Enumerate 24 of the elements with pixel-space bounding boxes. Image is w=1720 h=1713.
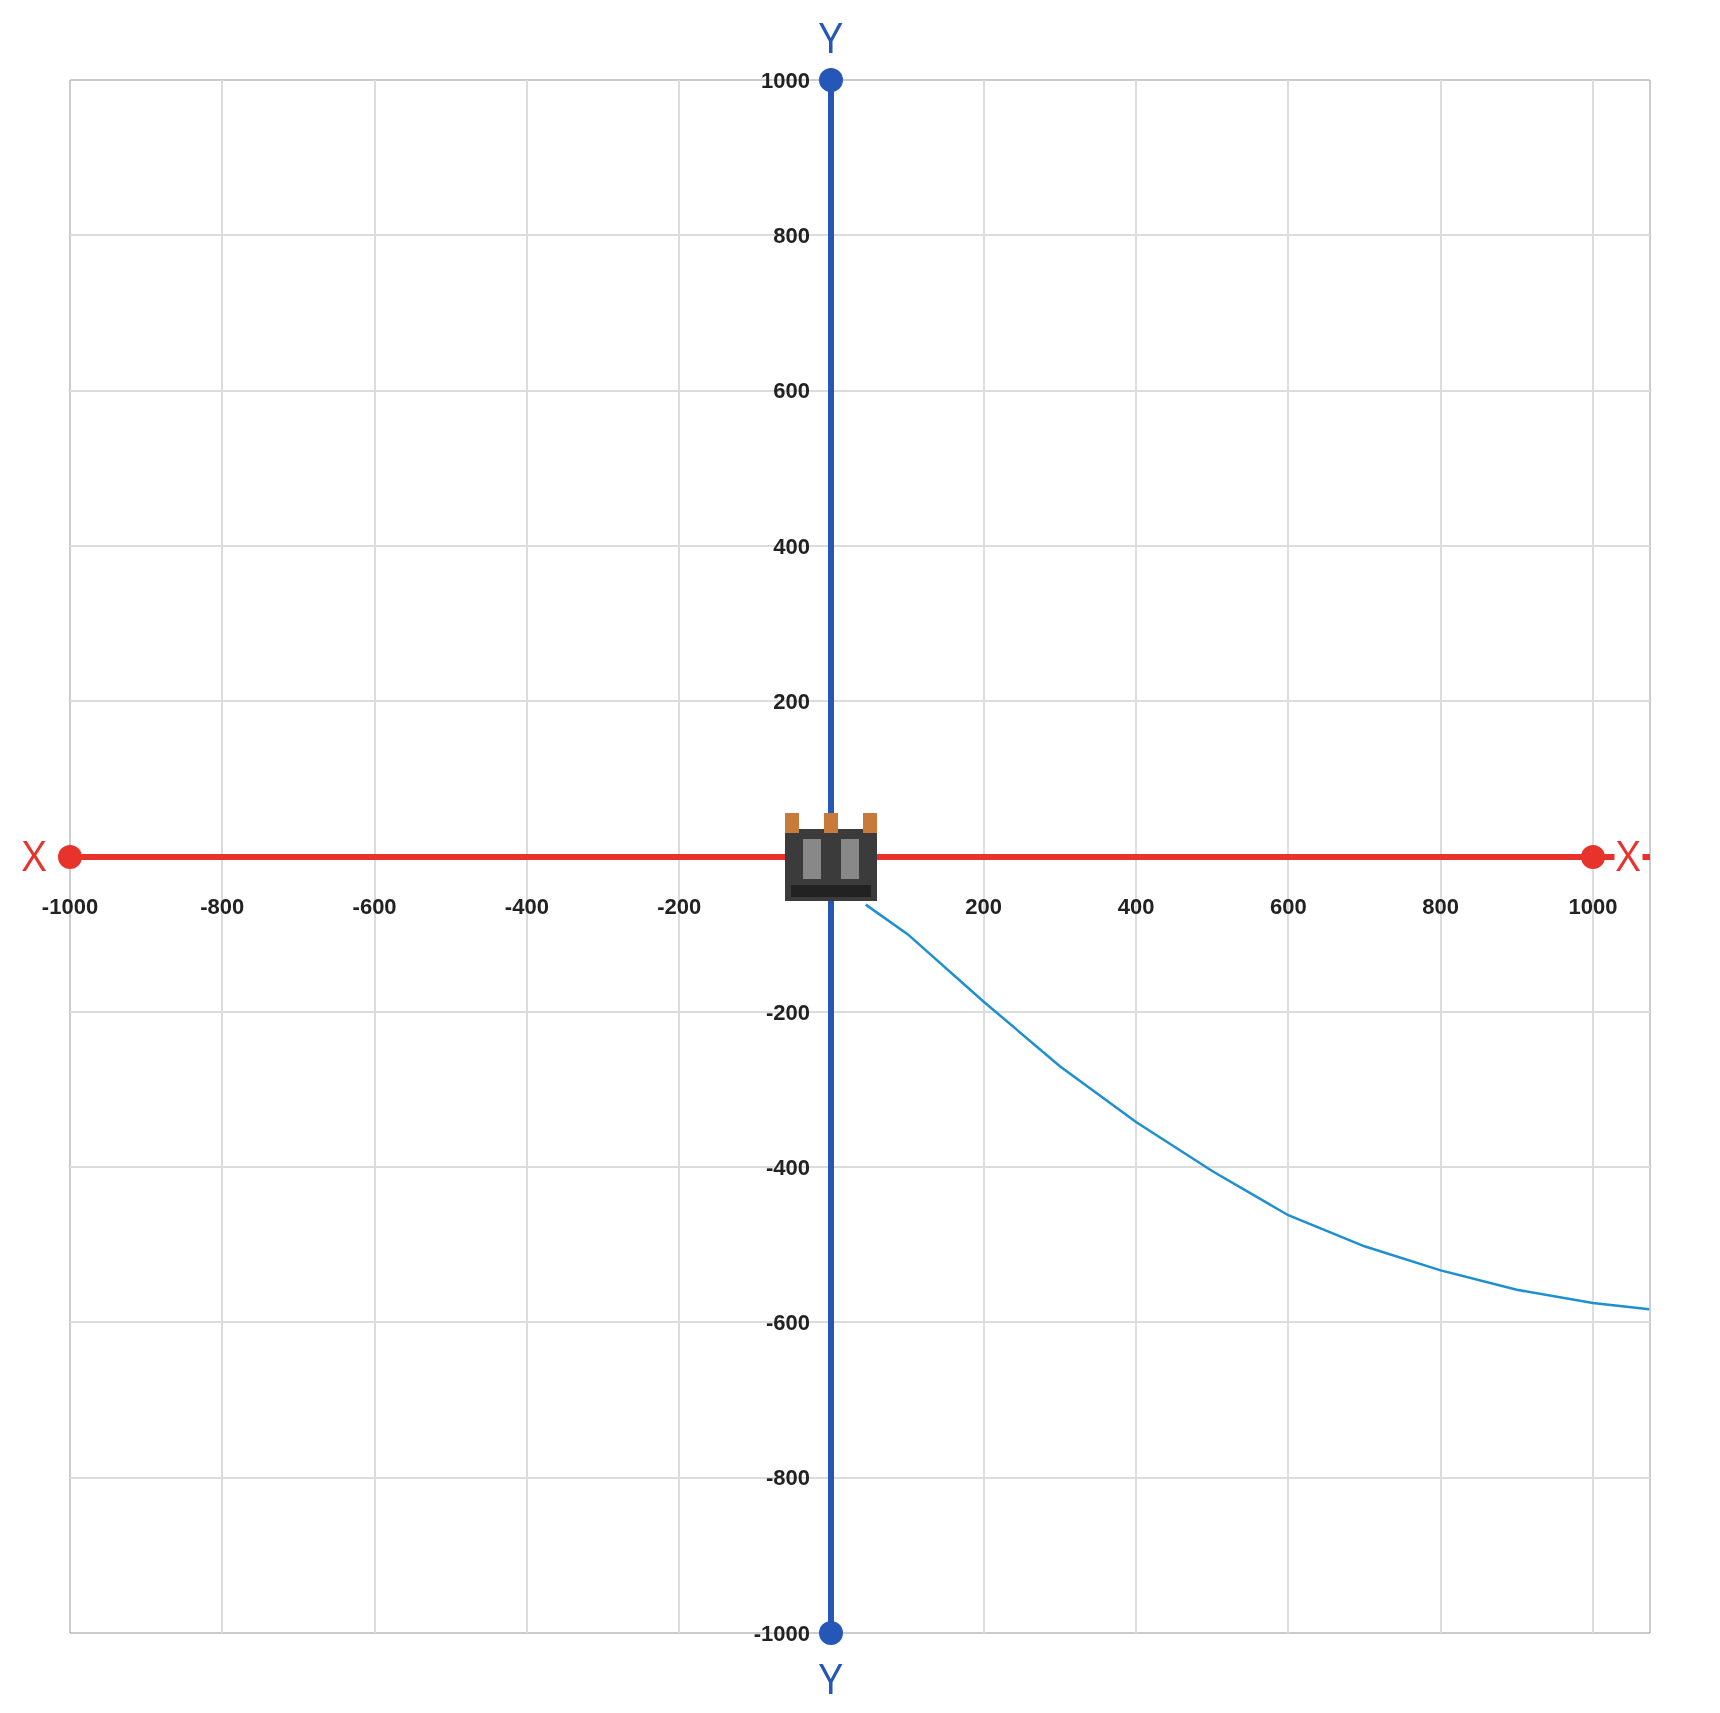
x-tick-label: -1000 [41, 893, 99, 919]
y-tick-label: -1000 [753, 1620, 811, 1646]
x-tick-label: 400 [1117, 893, 1155, 919]
y-tick-label: 200 [773, 688, 811, 714]
x-tick-label: -800 [200, 893, 245, 919]
x-tick-label: -200 [657, 893, 702, 919]
y-axis-title: Y [819, 8, 843, 65]
x-tick-label: 600 [1269, 893, 1307, 919]
y-tick-label: -200 [766, 999, 811, 1025]
x-tick-label: 1000 [1568, 893, 1618, 919]
x-axis-title: X [1616, 826, 1641, 883]
y-tick-label: -800 [766, 1465, 811, 1491]
x-tick-label: -400 [504, 893, 549, 919]
y-tick-label: 800 [773, 223, 811, 248]
x-tick-label: 200 [965, 893, 1003, 919]
x-tick-label: 800 [1422, 893, 1459, 919]
y-tick-label: 1000 [761, 67, 811, 93]
y-tick-label: 400 [773, 533, 811, 559]
y-tick-label: -600 [766, 1310, 811, 1336]
text: Y [819, 1649, 843, 1706]
x-tick-label: -600 [352, 893, 397, 919]
y-tick-label: 600 [773, 378, 811, 404]
text: X [22, 826, 47, 883]
y-tick-label: -400 [766, 1154, 811, 1180]
